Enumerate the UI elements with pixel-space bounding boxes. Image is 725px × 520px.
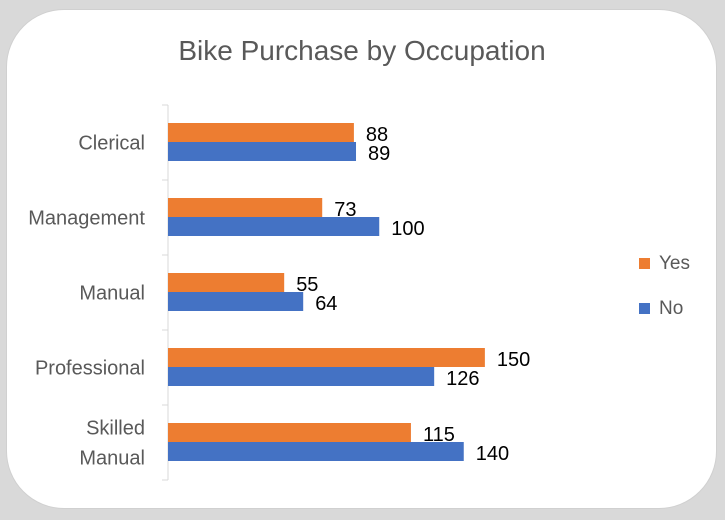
data-label-yes-management: 73 [334, 199, 356, 221]
data-label-yes-skilled-manual: 115 [423, 424, 455, 446]
bar-no-clerical [168, 142, 357, 161]
data-label-yes-professional: 150 [497, 349, 530, 371]
data-label-no-skilled-manual: 140 [476, 443, 509, 465]
data-label-no-clerical: 89 [368, 143, 390, 165]
bar-no-management [168, 217, 380, 236]
chart-title: Bike Purchase by Occupation [178, 35, 545, 66]
category-label-skilled-manual-line-1: Skilled [86, 418, 145, 440]
category-label-management: Management [28, 208, 145, 230]
bar-no-skilled-manual [168, 442, 464, 461]
data-label-yes-manual: 55 [296, 274, 318, 296]
data-label-no-professional: 126 [446, 368, 479, 390]
data-label-yes-clerical: 88 [366, 124, 388, 146]
bars [168, 123, 485, 461]
legend: Yes No [639, 253, 690, 319]
chart-frame: Bike Purchase by Occupation Clerical Mana… [6, 9, 717, 509]
category-labels: Clerical Management Manual Professional Skil… [28, 133, 145, 470]
bar-no-manual [168, 292, 304, 311]
bar-yes-manual [168, 273, 285, 292]
bar-yes-clerical [168, 123, 354, 142]
bar-chart: Bike Purchase by Occupation Clerical Mana… [28, 35, 690, 481]
category-label-professional: Professional [35, 358, 145, 380]
data-label-no-management: 100 [391, 218, 424, 240]
bar-no-professional [168, 367, 435, 386]
category-label-manual: Manual [79, 283, 145, 305]
bar-yes-management [168, 198, 323, 217]
bar-yes-skilled-manual [168, 423, 411, 442]
legend-label-no: No [659, 298, 683, 319]
y-axis-ticks [162, 104, 168, 481]
legend-swatch-no [639, 303, 650, 314]
data-label-no-manual: 64 [315, 293, 337, 315]
bar-yes-professional [168, 348, 485, 367]
legend-label-yes: Yes [659, 253, 690, 274]
category-label-clerical: Clerical [78, 133, 145, 155]
legend-swatch-yes [639, 258, 650, 269]
category-label-skilled-manual-line-2: Manual [79, 448, 145, 470]
